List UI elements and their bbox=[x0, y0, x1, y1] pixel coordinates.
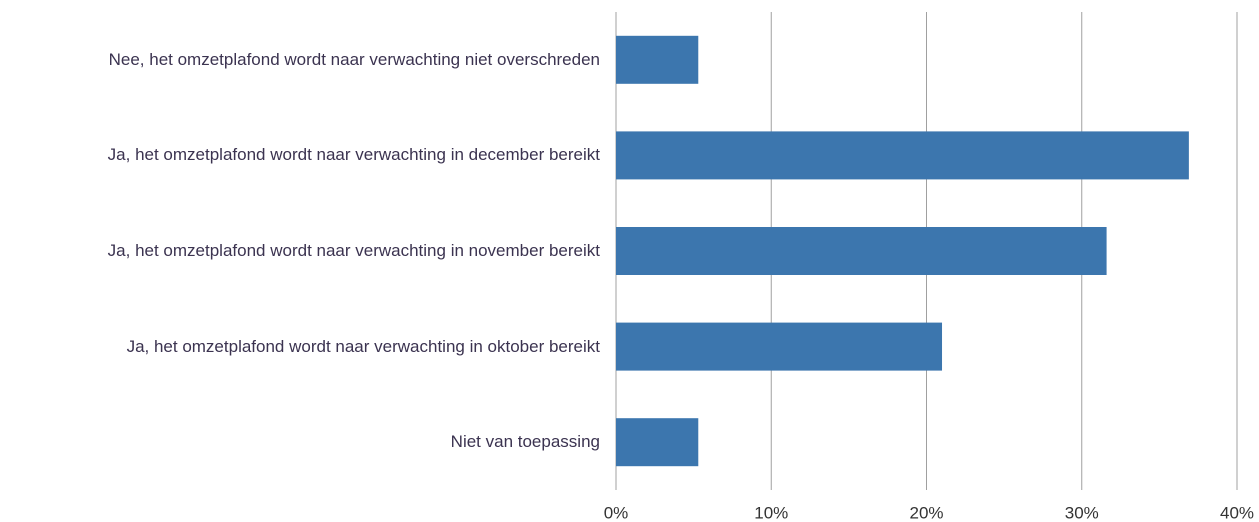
y-tick-label: Ja, het omzetplafond wordt naar verwacht… bbox=[126, 336, 600, 356]
x-tick-label: 10% bbox=[754, 503, 788, 522]
y-tick-label: Niet van toepassing bbox=[450, 432, 600, 452]
bar bbox=[616, 418, 699, 467]
y-tick-label: Nee, het omzetplafond wordt naar verwach… bbox=[108, 49, 600, 69]
x-tick-label: 30% bbox=[1065, 503, 1099, 522]
x-tick-label: 20% bbox=[909, 503, 943, 522]
y-tick-label: Ja, het omzetplafond wordt naar verwacht… bbox=[107, 241, 600, 260]
y-tick-label: Ja, het omzetplafond wordt naar verwacht… bbox=[107, 145, 600, 165]
bar bbox=[616, 35, 699, 84]
bar bbox=[616, 227, 1107, 275]
x-tick-label: 40% bbox=[1220, 503, 1254, 522]
bar bbox=[616, 131, 1189, 180]
bar bbox=[616, 322, 943, 371]
x-tick-label: 0% bbox=[604, 503, 629, 522]
